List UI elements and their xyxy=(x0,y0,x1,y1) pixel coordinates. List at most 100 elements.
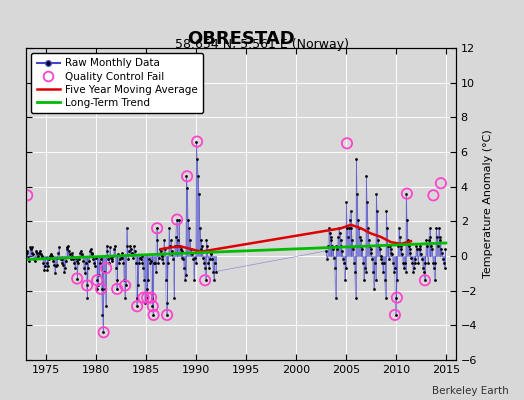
Point xyxy=(51,270,59,276)
Point xyxy=(135,260,143,266)
Point xyxy=(48,253,57,259)
Point xyxy=(345,216,354,223)
Point xyxy=(341,277,349,284)
Point xyxy=(362,268,370,275)
Point xyxy=(118,249,127,256)
Point xyxy=(364,225,372,232)
Point xyxy=(193,156,202,162)
Point xyxy=(346,208,355,214)
Point xyxy=(89,256,97,263)
Text: 58.654 N, 5.561 E (Norway): 58.654 N, 5.561 E (Norway) xyxy=(175,38,349,51)
Point xyxy=(144,277,152,284)
Point xyxy=(422,237,431,244)
Point xyxy=(83,282,91,289)
Point xyxy=(130,242,138,249)
Point xyxy=(56,254,64,261)
Point xyxy=(188,251,196,258)
Point xyxy=(106,254,115,261)
Point xyxy=(170,294,178,301)
Point xyxy=(167,248,176,254)
Point xyxy=(166,242,174,249)
Point xyxy=(65,248,73,254)
Point xyxy=(350,260,358,266)
Point xyxy=(195,225,204,232)
Point xyxy=(384,242,392,249)
Point xyxy=(75,256,83,263)
Point xyxy=(68,249,77,256)
Point xyxy=(102,242,111,249)
Point xyxy=(326,234,335,240)
Point xyxy=(400,260,409,266)
Point xyxy=(81,270,89,276)
Point xyxy=(388,251,396,258)
Point xyxy=(133,303,141,310)
Point xyxy=(168,251,177,258)
Point xyxy=(410,265,418,271)
Point xyxy=(201,265,209,271)
Point xyxy=(154,260,162,266)
Point xyxy=(327,237,335,244)
Point xyxy=(369,286,378,292)
Point xyxy=(331,265,339,271)
Point xyxy=(406,249,414,256)
Point xyxy=(137,253,146,259)
Point xyxy=(336,237,345,244)
Point xyxy=(358,246,366,252)
Point xyxy=(133,303,141,310)
Point xyxy=(59,262,68,268)
Point xyxy=(386,246,395,252)
Point xyxy=(71,265,79,271)
Point xyxy=(366,242,374,249)
Point xyxy=(439,256,447,263)
Point xyxy=(190,277,198,284)
Point xyxy=(359,260,367,266)
Point xyxy=(392,294,400,301)
Point xyxy=(324,242,332,249)
Point xyxy=(333,246,342,252)
Point xyxy=(373,208,381,214)
Point xyxy=(117,254,126,261)
Point xyxy=(198,246,206,252)
Point xyxy=(434,242,442,249)
Point xyxy=(93,277,101,284)
Point xyxy=(393,277,401,284)
Point xyxy=(109,253,117,259)
Point xyxy=(57,256,65,263)
Point xyxy=(329,246,337,252)
Point xyxy=(196,237,205,244)
Point xyxy=(132,260,140,266)
Point xyxy=(380,260,388,266)
Point xyxy=(60,268,68,275)
Point xyxy=(149,312,157,318)
Point xyxy=(383,225,391,232)
Point xyxy=(406,246,414,252)
Point xyxy=(441,265,449,271)
Point xyxy=(424,260,432,266)
Point xyxy=(161,246,169,252)
Point xyxy=(151,268,160,275)
Point xyxy=(127,251,136,258)
Point xyxy=(432,225,441,232)
Point xyxy=(387,249,396,256)
Point xyxy=(206,249,215,256)
Point xyxy=(23,192,31,198)
Point xyxy=(382,208,390,214)
Point xyxy=(348,237,356,244)
Point xyxy=(369,268,377,275)
Point xyxy=(380,277,389,284)
Point xyxy=(30,256,38,263)
Point xyxy=(130,248,139,254)
Point xyxy=(113,277,122,284)
Point xyxy=(40,267,48,273)
Point xyxy=(362,173,370,180)
Point xyxy=(77,248,85,254)
Point xyxy=(202,237,211,244)
Point xyxy=(205,256,214,263)
Point xyxy=(169,256,177,263)
Point xyxy=(111,242,119,249)
Point xyxy=(323,256,331,263)
Point xyxy=(405,242,413,249)
Point xyxy=(83,294,92,301)
Point xyxy=(433,234,441,240)
Point xyxy=(381,294,390,301)
